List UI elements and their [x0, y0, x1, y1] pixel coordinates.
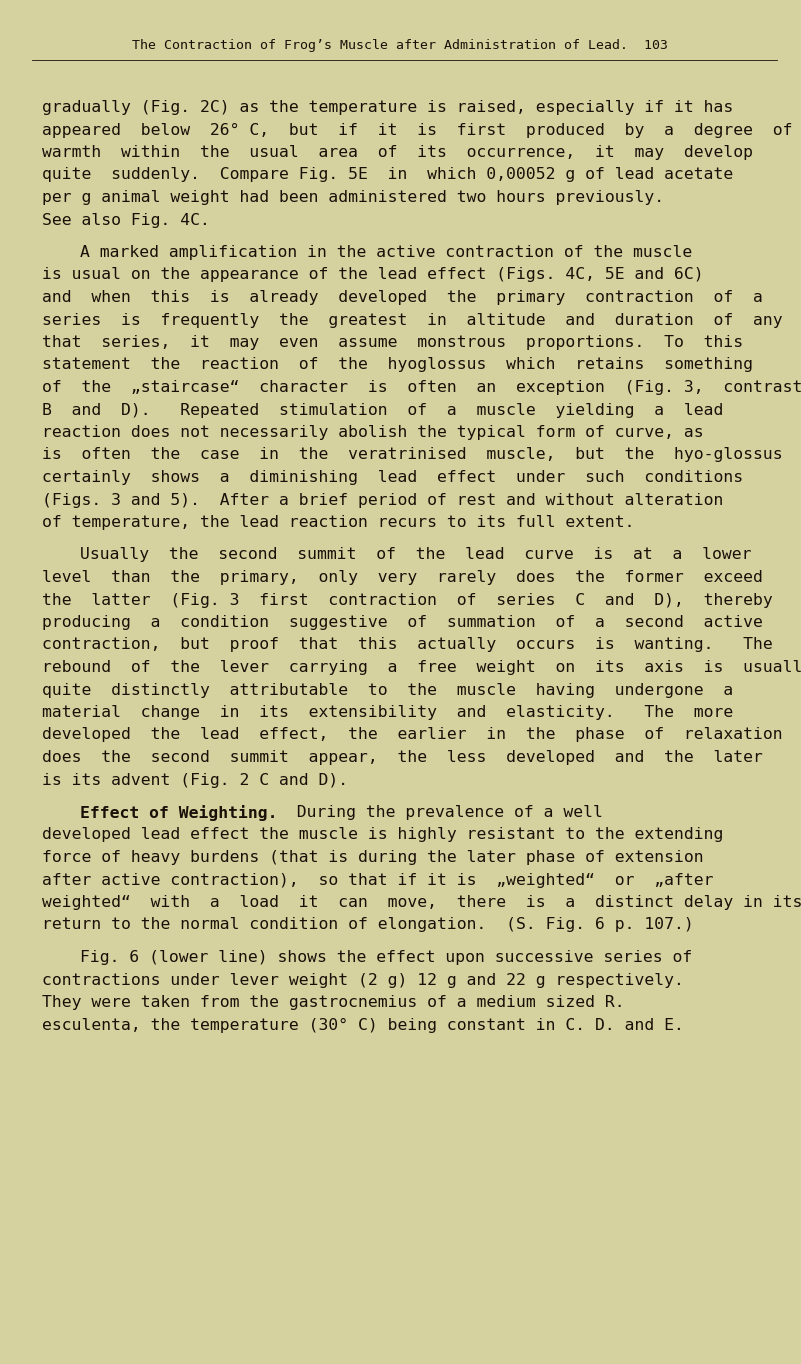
Text: does  the  second  summit  appear,  the  less  developed  and  the  later: does the second summit appear, the less … — [42, 750, 763, 765]
Text: rebound  of  the  lever  carrying  a  free  weight  on  its  axis  is  usually: rebound of the lever carrying a free wei… — [42, 660, 801, 675]
Text: developed  the  lead  effect,  the  earlier  in  the  phase  of  relaxation: developed the lead effect, the earlier i… — [42, 727, 783, 742]
Text: A marked amplification in the active contraction of the muscle: A marked amplification in the active con… — [80, 246, 692, 261]
Text: The Contraction of Frog’s Muscle after Administration of Lead.  103: The Contraction of Frog’s Muscle after A… — [132, 40, 669, 52]
Text: During the prevalence of a well: During the prevalence of a well — [276, 805, 602, 820]
Text: of  the  „staircase“  character  is  often  an  exception  (Fig. 3,  contrast: of the „staircase“ character is often an… — [42, 381, 801, 396]
Text: Effect of Weighting.: Effect of Weighting. — [80, 805, 277, 821]
Text: statement  the  reaction  of  the  hyoglossus  which  retains  something: statement the reaction of the hyoglossus… — [42, 357, 753, 372]
Text: B  and  D).   Repeated  stimulation  of  a  muscle  yielding  a  lead: B and D). Repeated stimulation of a musc… — [42, 402, 723, 417]
Text: the  latter  (Fig. 3  first  contraction  of  series  C  and  D),  thereby: the latter (Fig. 3 first contraction of … — [42, 592, 773, 607]
Text: after active contraction),  so that if it is  „weighted“  or  „after: after active contraction), so that if it… — [42, 873, 714, 888]
Text: developed lead effect the muscle is highly resistant to the extending: developed lead effect the muscle is high… — [42, 828, 723, 843]
Text: of temperature, the lead reaction recurs to its full extent.: of temperature, the lead reaction recurs… — [42, 516, 634, 531]
Text: reaction does not necessarily abolish the typical form of curve, as: reaction does not necessarily abolish th… — [42, 426, 703, 441]
Text: material  change  in  its  extensibility  and  elasticity.   The  more: material change in its extensibility and… — [42, 705, 733, 720]
Text: weighted“  with  a  load  it  can  move,  there  is  a  distinct delay in its: weighted“ with a load it can move, there… — [42, 895, 801, 910]
Text: return to the normal condition of elongation.  (S. Fig. 6 p. 107.): return to the normal condition of elonga… — [42, 918, 694, 933]
Text: They were taken from the gastrocnemius of a medium sized R.: They were taken from the gastrocnemius o… — [42, 994, 625, 1009]
Text: per g animal weight had been administered two hours previously.: per g animal weight had been administere… — [42, 190, 664, 205]
Text: (Figs. 3 and 5).  After a brief period of rest and without alteration: (Figs. 3 and 5). After a brief period of… — [42, 492, 723, 507]
Text: Usually  the  second  summit  of  the  lead  curve  is  at  a  lower: Usually the second summit of the lead cu… — [80, 547, 751, 562]
Text: is usual on the appearance of the lead effect (Figs. 4C, 5E and 6C): is usual on the appearance of the lead e… — [42, 267, 703, 282]
Text: certainly  shows  a  diminishing  lead  effect  under  such  conditions: certainly shows a diminishing lead effec… — [42, 471, 743, 486]
Text: force of heavy burdens (that is during the later phase of extension: force of heavy burdens (that is during t… — [42, 850, 703, 865]
Text: series  is  frequently  the  greatest  in  altitude  and  duration  of  any  of: series is frequently the greatest in alt… — [42, 312, 801, 327]
Text: appeared  below  26° C,  but  if  it  is  first  produced  by  a  degree  of: appeared below 26° C, but if it is first… — [42, 123, 792, 138]
Text: warmth  within  the  usual  area  of  its  occurrence,  it  may  develop: warmth within the usual area of its occu… — [42, 145, 753, 160]
Text: is  often  the  case  in  the  veratrinised  muscle,  but  the  hyo-glossus: is often the case in the veratrinised mu… — [42, 447, 783, 462]
Text: and  when  this  is  already  developed  the  primary  contraction  of  a: and when this is already developed the p… — [42, 291, 763, 306]
Text: producing  a  condition  suggestive  of  summation  of  a  second  active: producing a condition suggestive of summ… — [42, 615, 763, 630]
Text: Fig. 6 (lower line) shows the effect upon successive series of: Fig. 6 (lower line) shows the effect upo… — [80, 949, 692, 964]
Text: quite  suddenly.  Compare Fig. 5E  in  which 0,00052 g of lead acetate: quite suddenly. Compare Fig. 5E in which… — [42, 168, 733, 183]
Text: that  series,  it  may  even  assume  monstrous  proportions.  To  this: that series, it may even assume monstrou… — [42, 336, 743, 351]
Text: contractions under lever weight (2 g) 12 g and 22 g respectively.: contractions under lever weight (2 g) 12… — [42, 973, 684, 988]
Text: is its advent (Fig. 2 C and D).: is its advent (Fig. 2 C and D). — [42, 772, 348, 787]
Text: level  than  the  primary,  only  very  rarely  does  the  former  exceed: level than the primary, only very rarely… — [42, 570, 763, 585]
Text: gradually (Fig. 2C) as the temperature is raised, especially if it has: gradually (Fig. 2C) as the temperature i… — [42, 100, 733, 115]
Text: quite  distinctly  attributable  to  the  muscle  having  undergone  a: quite distinctly attributable to the mus… — [42, 682, 733, 697]
Text: contraction,  but  proof  that  this  actually  occurs  is  wanting.   The: contraction, but proof that this actuall… — [42, 637, 773, 652]
Text: esculenta, the temperature (30° C) being constant in C. D. and E.: esculenta, the temperature (30° C) being… — [42, 1018, 684, 1033]
Text: See also Fig. 4C.: See also Fig. 4C. — [42, 213, 210, 228]
